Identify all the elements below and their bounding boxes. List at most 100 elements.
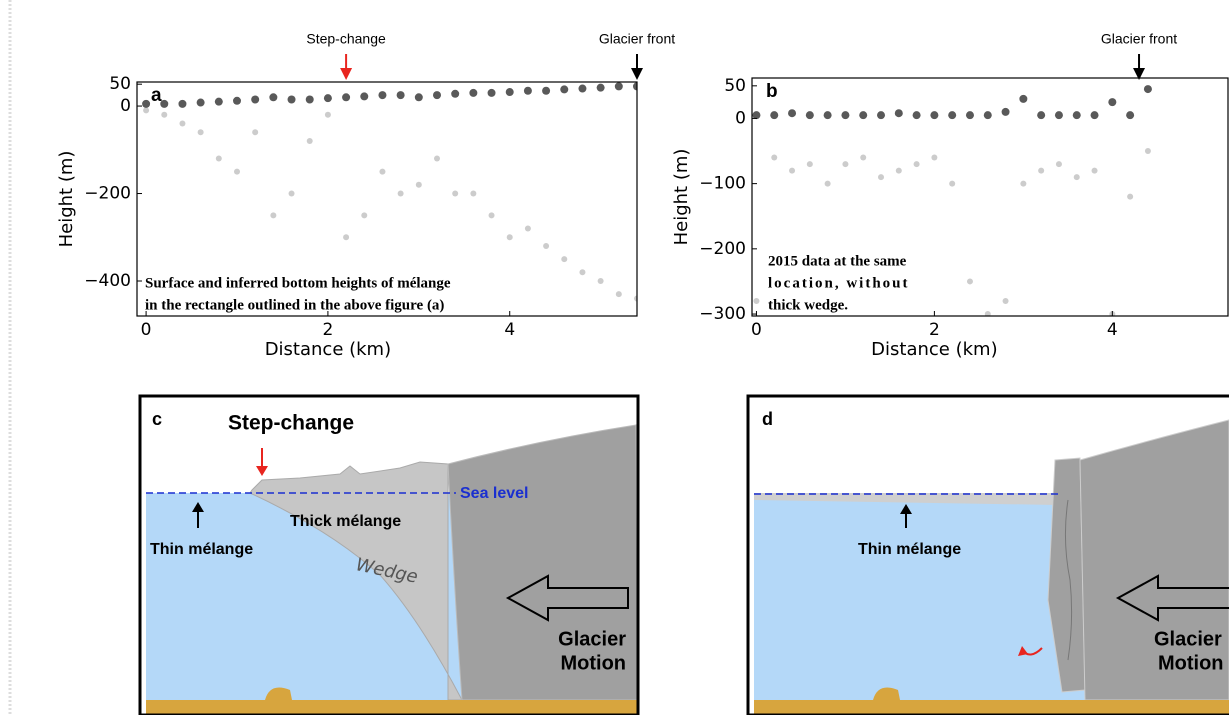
point: [615, 291, 622, 298]
x-tick-label: 4: [1107, 320, 1118, 340]
point: [214, 97, 223, 106]
y-tick-label: 0: [120, 96, 131, 116]
y-tick-label: 0: [735, 108, 746, 128]
point: [379, 168, 386, 175]
point: [930, 111, 939, 120]
point: [894, 109, 903, 118]
point: [1002, 298, 1009, 305]
point: [788, 109, 797, 118]
point: [966, 278, 973, 285]
axes-frame: [136, 81, 638, 317]
annotation-arrowhead: [340, 68, 353, 80]
panel-label: d: [762, 409, 773, 429]
point: [234, 168, 240, 175]
point: [343, 234, 350, 241]
point: [451, 89, 460, 98]
point: [983, 111, 992, 120]
point: [197, 129, 204, 136]
x-axis-label: Distance (km): [265, 339, 391, 360]
point: [597, 278, 604, 285]
calving-block: [1047, 457, 1086, 693]
point: [578, 84, 587, 93]
diagram-frame: [138, 394, 640, 715]
point: [270, 212, 277, 219]
point: [305, 95, 314, 104]
point: [1126, 111, 1135, 120]
point: [215, 155, 222, 162]
point: [488, 212, 495, 219]
note: thick wedge.: [768, 297, 848, 313]
point: [323, 94, 332, 103]
point: [1038, 167, 1045, 174]
thick-label: Thick mélange: [290, 513, 401, 530]
diagram-frame: [746, 394, 1229, 715]
point: [913, 161, 920, 168]
point: [1090, 111, 1099, 120]
point: [542, 86, 551, 95]
motion-arrow: [1115, 574, 1229, 622]
point: [806, 161, 813, 168]
point: [789, 167, 796, 174]
point: [360, 92, 369, 101]
point: [179, 120, 186, 127]
point: [877, 111, 886, 120]
point: [378, 91, 387, 100]
seabed-bump: [873, 687, 900, 700]
annotation-arrowhead: [631, 68, 643, 80]
arrowhead: [1018, 646, 1028, 656]
point: [1037, 111, 1046, 120]
plot-area: [142, 82, 637, 302]
point: [523, 86, 532, 95]
point: [1020, 180, 1027, 187]
point: [634, 295, 637, 302]
point: [470, 190, 477, 197]
point: [178, 99, 187, 108]
point: [560, 85, 569, 94]
point: [506, 234, 513, 241]
point: [252, 129, 259, 136]
y-axis-label: Height (m): [671, 149, 692, 246]
point: [543, 243, 550, 250]
point: [1072, 111, 1081, 120]
crevasse: [1064, 499, 1073, 661]
arrowhead: [192, 502, 204, 512]
panel-label: b: [766, 81, 778, 102]
point: [948, 111, 957, 120]
point: [1144, 148, 1151, 155]
seabed: [146, 700, 638, 715]
point: [196, 98, 205, 107]
point: [842, 161, 849, 168]
annotation-label: Step-change: [306, 31, 386, 47]
panel-label: a: [151, 85, 162, 106]
point: [306, 138, 313, 145]
y-tick-label: −300: [699, 304, 746, 324]
point: [142, 99, 151, 108]
point: [1143, 85, 1152, 94]
note: Surface and inferred bottom heights of m…: [145, 275, 451, 291]
seabed-bump: [265, 687, 292, 700]
motion-label: Motion: [1158, 652, 1224, 674]
point: [841, 111, 850, 120]
diagram-title: Step-change: [228, 412, 354, 435]
y-tick-label: −100: [699, 174, 746, 194]
point: [524, 225, 531, 232]
point: [770, 111, 779, 120]
point: [823, 111, 832, 120]
plot-area: [752, 85, 1152, 316]
point: [805, 111, 814, 120]
point: [160, 99, 169, 108]
point: [596, 83, 605, 92]
point: [965, 111, 974, 120]
note: in the rectangle outlined in the above f…: [145, 297, 444, 313]
point: [324, 111, 331, 118]
point: [433, 91, 441, 100]
point: [984, 311, 991, 316]
x-tick-label: 0: [751, 320, 762, 340]
thin-label: Thin mélange: [150, 541, 253, 558]
point: [397, 190, 404, 197]
point: [753, 298, 760, 305]
point: [895, 167, 902, 174]
annotation-label: Glacier front: [1101, 31, 1177, 47]
point: [859, 111, 868, 120]
